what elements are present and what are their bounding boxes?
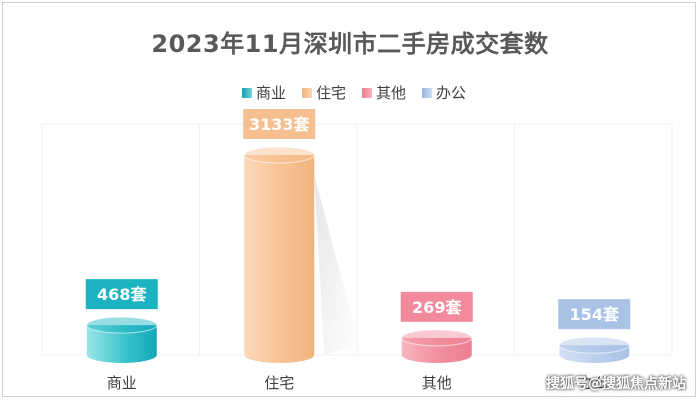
bar-body: [244, 155, 315, 363]
legend-swatch-residential: [302, 87, 312, 98]
chart-title: 2023年11月深圳市二手房成交套数: [151, 30, 549, 58]
x-tick-label: 其他: [422, 374, 452, 392]
chart-legend: 商业 住宅 其他 办公: [0, 82, 700, 102]
bar-住宅: [243, 146, 360, 363]
legend-item-other: 其他: [362, 82, 406, 103]
x-tick-label: 住宅: [264, 374, 294, 392]
legend-label-residential: 住宅: [316, 84, 347, 102]
legend-swatch-other: [362, 87, 372, 98]
data-label-box: [400, 291, 473, 322]
watermark: 搜狐号@搜狐焦点新站: [546, 376, 686, 392]
bar-body: [401, 337, 472, 363]
data-label-box: [85, 279, 158, 310]
legend-label-commercial: 商业: [256, 84, 287, 102]
legend-swatch-commercial: [242, 87, 252, 98]
legend-label-other: 其他: [376, 84, 407, 102]
data-label-其他: 269套: [400, 291, 473, 322]
data-label-box: [558, 299, 631, 330]
bar-其他: [401, 329, 473, 363]
legend-label-office: 办公: [436, 84, 467, 102]
bar-cap: [558, 336, 630, 354]
bar-body: [559, 345, 630, 363]
bar-cap: [86, 316, 158, 334]
legend-item-office: 办公: [422, 82, 466, 103]
x-tick-label: 商业: [107, 374, 137, 392]
data-label-住宅: 3133套: [243, 109, 316, 139]
data-label-text: 468套: [97, 285, 147, 304]
data-label-商业: 468套: [85, 279, 158, 310]
bar-cap: [243, 146, 315, 164]
data-label-办公: 154套: [558, 299, 631, 330]
bar-shadow: [314, 175, 360, 355]
x-tick-label: 办公: [579, 374, 609, 392]
legend-item-commercial: 商业: [242, 82, 286, 103]
data-label-text: 3133套: [249, 115, 311, 134]
data-label-box: [243, 109, 316, 139]
legend-item-residential: 住宅: [302, 82, 346, 103]
legend-swatch-office: [422, 87, 432, 98]
bar-body: [86, 325, 157, 363]
data-label-text: 154套: [570, 305, 620, 324]
bar-商业: [86, 316, 158, 363]
bar-办公: [558, 336, 630, 363]
data-label-text: 269套: [412, 298, 462, 317]
bar-cap: [401, 329, 473, 347]
